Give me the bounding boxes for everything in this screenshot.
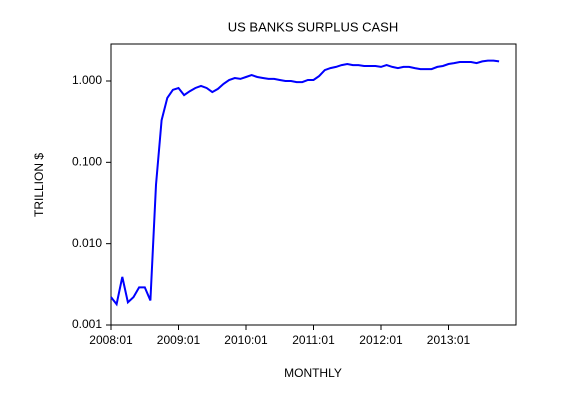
- y-tick-label: 1.000: [72, 73, 102, 87]
- plot-frame: [110, 43, 517, 326]
- x-axis-label: MONTHLY: [284, 366, 342, 380]
- y-tick-label: 0.010: [72, 236, 102, 250]
- y-tick-label: 0.100: [72, 155, 102, 169]
- x-tick-label: 2008:01: [89, 333, 133, 347]
- x-tick-label: 2010:01: [224, 333, 268, 347]
- chart-title: US BANKS SURPLUS CASH: [228, 19, 399, 34]
- x-tick-label: 2011:01: [292, 333, 335, 347]
- data-line: [110, 59, 500, 307]
- x-tick-label: 2013:01: [427, 333, 471, 347]
- x-tick-label: 2009:01: [157, 333, 201, 347]
- y-axis-label: TRILLION $: [32, 153, 46, 217]
- y-tick-label: 0.001: [72, 317, 102, 331]
- x-tick-label: 2012:01: [359, 333, 403, 347]
